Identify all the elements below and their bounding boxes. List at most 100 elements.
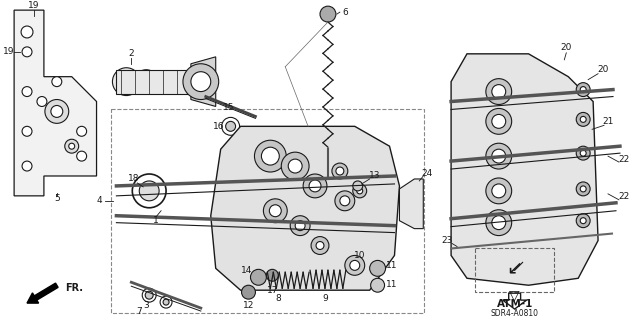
- Circle shape: [492, 216, 506, 230]
- Text: 2: 2: [129, 49, 134, 58]
- Text: 7: 7: [136, 307, 142, 315]
- Text: 10: 10: [354, 251, 365, 260]
- Circle shape: [492, 115, 506, 128]
- Circle shape: [142, 288, 156, 302]
- Text: 19: 19: [3, 47, 15, 56]
- Circle shape: [264, 199, 287, 223]
- Circle shape: [37, 97, 47, 107]
- Bar: [111, 109, 424, 313]
- Circle shape: [68, 143, 75, 149]
- Circle shape: [151, 72, 171, 92]
- Circle shape: [269, 205, 281, 217]
- Circle shape: [576, 83, 590, 97]
- Circle shape: [492, 85, 506, 99]
- Text: 9: 9: [322, 294, 328, 303]
- Text: 24: 24: [422, 168, 433, 177]
- Circle shape: [22, 161, 32, 171]
- Text: 17: 17: [267, 286, 278, 295]
- Circle shape: [580, 150, 586, 156]
- Text: 5: 5: [54, 194, 60, 203]
- Text: 6: 6: [342, 8, 348, 17]
- Circle shape: [576, 214, 590, 228]
- Text: SDR4-A0810: SDR4-A0810: [491, 308, 539, 317]
- Circle shape: [241, 285, 255, 299]
- Circle shape: [576, 182, 590, 196]
- Circle shape: [183, 64, 219, 100]
- Text: 18: 18: [127, 174, 139, 183]
- Circle shape: [290, 216, 310, 235]
- Circle shape: [221, 117, 239, 135]
- Text: 3: 3: [143, 300, 149, 310]
- Circle shape: [350, 260, 360, 270]
- Circle shape: [486, 178, 511, 204]
- Circle shape: [340, 196, 350, 206]
- Text: FR.: FR.: [65, 283, 83, 293]
- Circle shape: [295, 221, 305, 231]
- Text: 20: 20: [597, 65, 609, 74]
- Circle shape: [191, 72, 211, 92]
- Circle shape: [113, 68, 140, 96]
- Circle shape: [486, 79, 511, 105]
- Polygon shape: [399, 179, 423, 229]
- Circle shape: [320, 6, 336, 22]
- Circle shape: [370, 260, 385, 276]
- Text: 1: 1: [153, 216, 159, 225]
- Text: 4: 4: [97, 196, 102, 205]
- Text: ▽: ▽: [509, 288, 520, 302]
- Text: 19: 19: [28, 1, 40, 10]
- Text: 11: 11: [386, 261, 397, 270]
- Circle shape: [576, 112, 590, 126]
- Polygon shape: [211, 126, 399, 290]
- Circle shape: [156, 77, 166, 86]
- Polygon shape: [14, 10, 97, 196]
- Circle shape: [52, 77, 62, 86]
- Circle shape: [309, 180, 321, 192]
- Circle shape: [336, 167, 344, 175]
- Circle shape: [163, 299, 169, 305]
- Text: 13: 13: [369, 172, 380, 181]
- Text: 20: 20: [561, 43, 572, 52]
- Circle shape: [492, 149, 506, 163]
- Circle shape: [160, 296, 172, 308]
- Text: 8: 8: [275, 294, 281, 303]
- Circle shape: [311, 237, 329, 255]
- Text: ↙: ↙: [506, 259, 523, 278]
- Circle shape: [580, 86, 586, 93]
- Circle shape: [255, 140, 286, 172]
- Circle shape: [65, 139, 79, 153]
- Text: 22: 22: [618, 192, 630, 201]
- Circle shape: [335, 191, 355, 211]
- Text: 12: 12: [243, 300, 254, 310]
- Circle shape: [353, 181, 363, 191]
- Text: 15: 15: [223, 103, 234, 112]
- Circle shape: [140, 181, 159, 201]
- Polygon shape: [191, 57, 216, 107]
- Circle shape: [140, 76, 152, 88]
- Circle shape: [580, 116, 586, 122]
- Polygon shape: [503, 293, 527, 309]
- Circle shape: [266, 269, 278, 281]
- Text: 21: 21: [602, 117, 614, 126]
- Circle shape: [22, 126, 32, 136]
- Circle shape: [250, 269, 266, 285]
- Circle shape: [261, 147, 279, 165]
- Circle shape: [371, 278, 385, 292]
- Circle shape: [118, 74, 134, 90]
- Circle shape: [576, 146, 590, 160]
- Circle shape: [21, 26, 33, 38]
- Circle shape: [486, 108, 511, 134]
- Circle shape: [22, 47, 32, 57]
- Circle shape: [226, 121, 236, 131]
- Circle shape: [332, 163, 348, 179]
- Text: ATM-1: ATM-1: [497, 299, 533, 309]
- Text: 23: 23: [442, 236, 453, 245]
- Text: 11: 11: [386, 280, 397, 289]
- Circle shape: [486, 210, 511, 235]
- Circle shape: [51, 106, 63, 117]
- Circle shape: [345, 256, 365, 275]
- Circle shape: [132, 174, 166, 208]
- Circle shape: [77, 126, 86, 136]
- Bar: [475, 249, 554, 292]
- Circle shape: [22, 86, 32, 97]
- Text: 14: 14: [241, 266, 252, 275]
